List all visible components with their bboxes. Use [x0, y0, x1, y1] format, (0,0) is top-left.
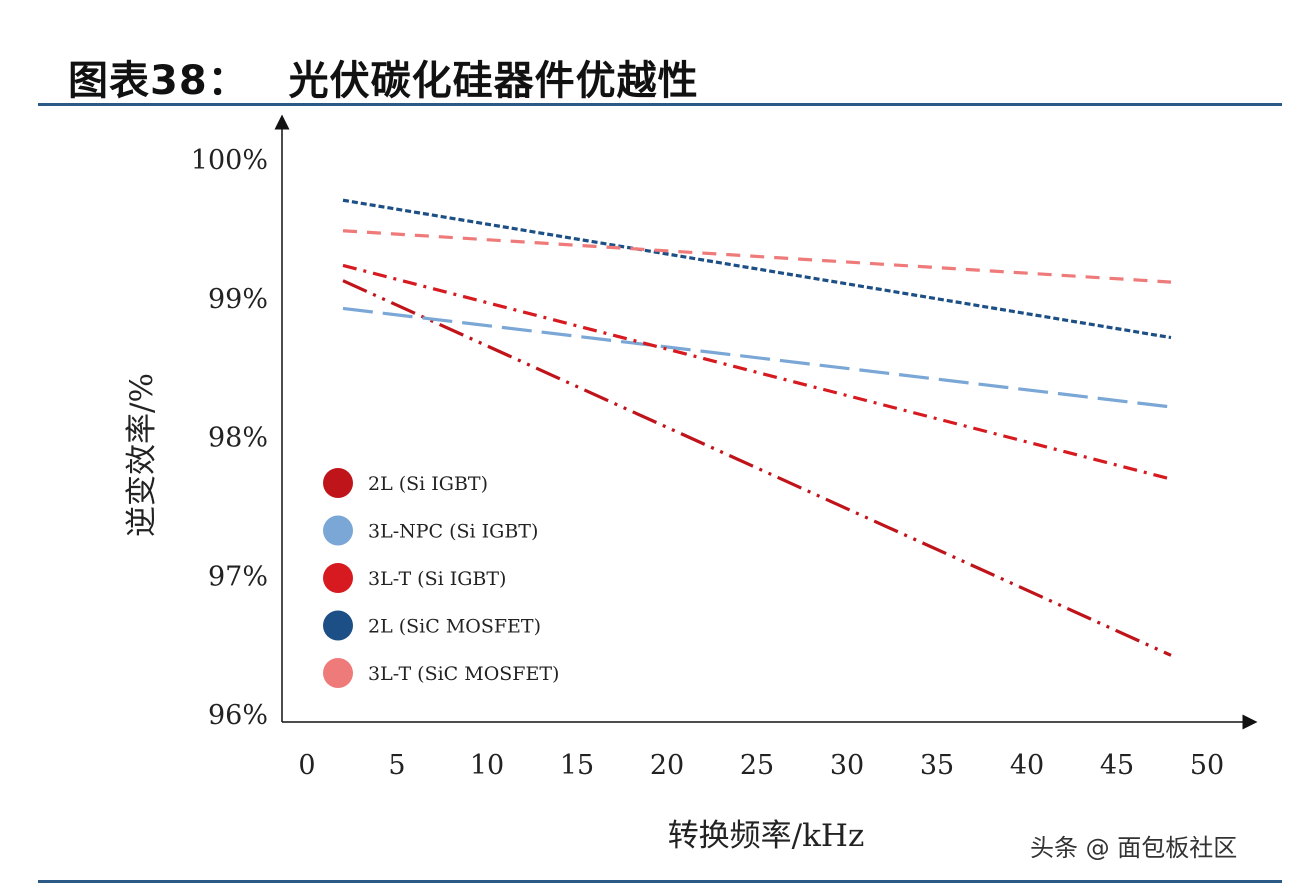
x-tick-label: 45 — [1100, 750, 1134, 781]
series-lines — [342, 198, 1172, 657]
legend-label: 2L (Si IGBT) — [368, 473, 488, 495]
legend-marker — [323, 610, 353, 641]
y-tick-label: 99% — [208, 284, 268, 315]
x-tick-label: 20 — [650, 750, 684, 781]
x-tick-label: 35 — [920, 750, 954, 781]
y-tick-label: 96% — [208, 700, 268, 731]
y-axis-label: 逆变效率/% — [124, 373, 160, 537]
footer-rule — [38, 880, 1282, 883]
watermark: 头条 @ 面包板社区 — [1030, 834, 1238, 862]
y-tick-labels: 96% 97% 98% 99% 100% — [191, 145, 268, 731]
x-tick-label: 25 — [740, 750, 774, 781]
figure-header: 图表38： 光伏碳化硅器件优越性 — [0, 0, 1294, 110]
header-rule — [38, 103, 1282, 106]
legend-marker — [323, 468, 353, 498]
y-tick-label: 100% — [191, 145, 268, 176]
legend-label: 3L-NPC (Si IGBT) — [368, 521, 538, 543]
x-tick-label: 10 — [470, 750, 504, 781]
figure-title: 图表38： 光伏碳化硅器件优越性 — [68, 48, 699, 106]
x-axis-label: 转换频率/kHz — [668, 818, 865, 854]
series-line-4 — [342, 198, 1172, 340]
legend-label: 2L (SiC MOSFET) — [368, 616, 541, 638]
legend: 2L (Si IGBT) 3L-NPC (Si IGBT) 3L-T (Si IGB… — [323, 468, 559, 688]
legend-marker — [323, 563, 353, 593]
y-tick-label: 98% — [208, 423, 268, 454]
legend-marker — [323, 658, 353, 688]
series-line-1 — [342, 279, 1172, 657]
figure-title-text: 光伏碳化硅器件优越性 — [288, 58, 699, 104]
legend-label: 3L-T (Si IGBT) — [368, 568, 506, 590]
x-tick-label: 5 — [388, 750, 405, 781]
legend-marker — [323, 515, 353, 546]
figure-number: 图表38： — [68, 58, 249, 104]
series-line-3 — [342, 263, 1172, 481]
x-tick-label: 0 — [298, 750, 315, 781]
series-line-2 — [342, 306, 1172, 409]
series-line-5 — [342, 229, 1172, 284]
y-tick-label: 97% — [208, 561, 268, 592]
x-tick-label: 30 — [830, 750, 864, 781]
x-tick-labels: 0 5 10 15 20 25 30 35 40 45 50 — [298, 750, 1224, 781]
x-tick-label: 50 — [1190, 750, 1224, 781]
legend-label: 3L-T (SiC MOSFET) — [368, 663, 559, 685]
x-tick-label: 40 — [1010, 750, 1044, 781]
x-tick-label: 15 — [560, 750, 594, 781]
